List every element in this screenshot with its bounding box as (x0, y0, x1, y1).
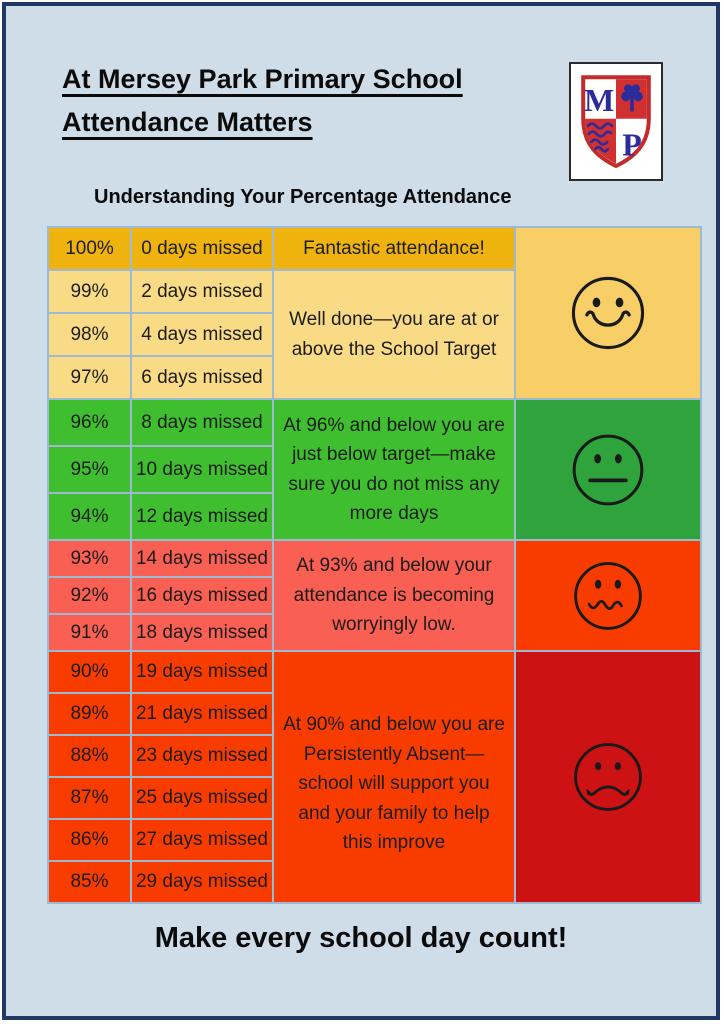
band-description: At 96% and below you are just below targ… (272, 398, 516, 541)
percent-cell: 91% (47, 613, 132, 652)
title-line-2: Attendance Matters (62, 107, 313, 138)
band-description: Well done—you are at or above the School… (272, 269, 516, 400)
percent-cell: 98% (47, 312, 132, 357)
band-description: Fantastic attendance! (272, 226, 516, 271)
percent-cell: 99% (47, 269, 132, 314)
sad-face-icon (574, 743, 642, 811)
band-description: At 90% and below you are Persistently Ab… (272, 650, 516, 904)
percent-cell: 94% (47, 492, 132, 541)
band-description: At 93% and below your attendance is beco… (272, 539, 516, 652)
neutral-face-cell (514, 398, 702, 541)
table-row: 85% 29 days missed (47, 860, 701, 904)
happy-face-cell (514, 226, 702, 400)
table-row: 91% 18 days missed (47, 613, 701, 652)
footer-message: Make every school day count! (154, 922, 568, 954)
percent-cell: 88% (47, 734, 132, 778)
worried-face-cell (514, 539, 702, 652)
worried-face-icon (574, 561, 642, 630)
table-row: 89% 21 days missed (47, 692, 701, 736)
table-row: 92% 16 days missed (47, 576, 701, 615)
waves-icon (586, 121, 614, 152)
table-row: 87% 25 days missed (47, 776, 701, 820)
table-row: 86% 27 days missed (47, 818, 701, 862)
percent-cell: 86% (47, 818, 132, 862)
percent-cell: 100% (47, 226, 132, 271)
page-title: At Mersey Park Primary School Attendance… (62, 58, 532, 144)
neutral-face-icon (572, 434, 644, 505)
days-missed-cell: 23 days missed (130, 734, 274, 778)
percent-cell: 90% (47, 650, 132, 694)
table-row: 88% 23 days missed (47, 734, 701, 778)
days-missed-cell: 2 days missed (130, 269, 274, 314)
table-row: 99% 2 days missed Well done—you are at o… (47, 269, 701, 400)
attendance-table: 100% 0 days missed Fantastic attendance!… (47, 226, 702, 904)
percent-cell: 85% (47, 860, 132, 904)
days-missed-cell: 18 days missed (130, 613, 274, 652)
days-missed-cell: 8 days missed (130, 398, 274, 447)
school-crest-logo: M P (569, 62, 663, 181)
percent-cell: 93% (47, 539, 132, 578)
tree-icon (621, 83, 643, 112)
table-row: 95% 10 days missed (47, 445, 701, 494)
percent-cell: 87% (47, 776, 132, 820)
percent-cell: 96% (47, 398, 132, 447)
days-missed-cell: 16 days missed (130, 576, 274, 615)
shield-crest-icon: M P (581, 74, 651, 168)
days-missed-cell: 12 days missed (130, 492, 274, 541)
table-row: 98% 4 days missed (47, 312, 701, 357)
days-missed-cell: 27 days missed (130, 818, 274, 862)
sad-face-cell (514, 650, 702, 904)
svg-text:P: P (622, 126, 642, 162)
table-row: 97% 6 days missed (47, 355, 701, 400)
days-missed-cell: 10 days missed (130, 445, 274, 494)
days-missed-cell: 19 days missed (130, 650, 274, 694)
table-row: 93% 14 days missed At 93% and below your… (47, 539, 702, 652)
table-row: 90% 19 days missed At 90% and below you … (47, 650, 702, 904)
table-row: 100% 0 days missed Fantastic attendance! (47, 226, 702, 400)
title-line-1: At Mersey Park Primary School (62, 64, 463, 94)
table-heading: Understanding Your Percentage Attendance (94, 186, 512, 208)
svg-text:M: M (584, 81, 614, 117)
days-missed-cell: 21 days missed (130, 692, 274, 736)
percent-cell: 92% (47, 576, 132, 615)
days-missed-cell: 14 days missed (130, 539, 274, 578)
table-row: 94% 12 days missed (47, 492, 701, 541)
percent-cell: 97% (47, 355, 132, 400)
days-missed-cell: 6 days missed (130, 355, 274, 400)
percent-cell: 89% (47, 692, 132, 736)
days-missed-cell: 25 days missed (130, 776, 274, 820)
happy-face-icon (571, 276, 645, 350)
table-row: 96% 8 days missed At 96% and below you a… (47, 398, 702, 541)
days-missed-cell: 4 days missed (130, 312, 274, 357)
percent-cell: 95% (47, 445, 132, 494)
days-missed-cell: 29 days missed (130, 860, 274, 904)
days-missed-cell: 0 days missed (130, 226, 274, 271)
